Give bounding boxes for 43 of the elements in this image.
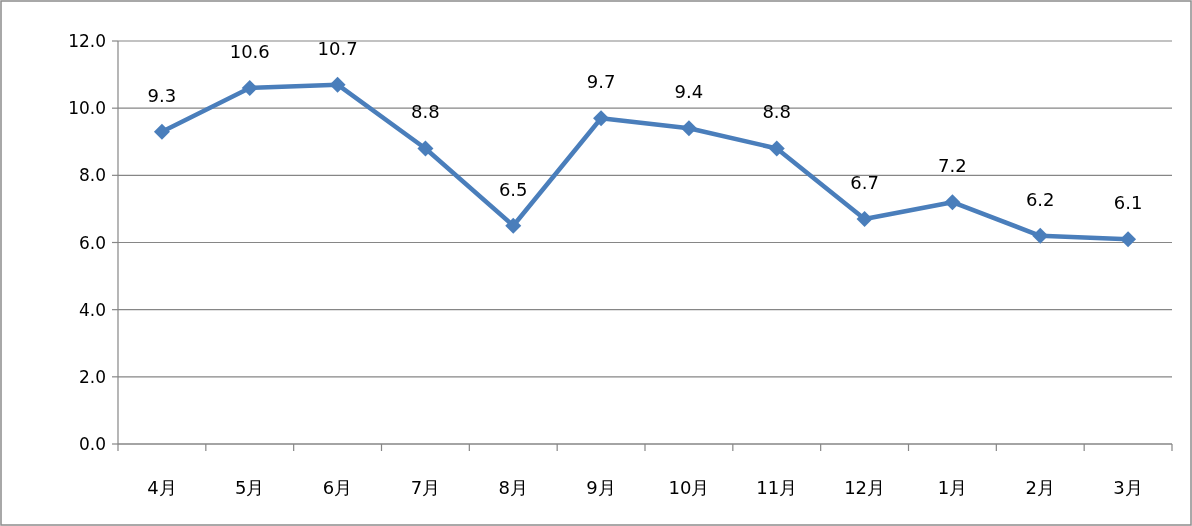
- data-label: 9.4: [674, 81, 704, 103]
- point: [680, 120, 697, 137]
- point: [417, 140, 434, 157]
- x-tick-label: 3月: [1113, 477, 1143, 498]
- data-label: 8.8: [411, 101, 440, 123]
- data-label: 8.8: [762, 101, 792, 123]
- x-tick-label: 4月: [147, 477, 177, 498]
- x-tick-label: 7月: [410, 477, 441, 498]
- x-tick-label: 11月: [756, 477, 798, 498]
- point: [768, 140, 785, 157]
- point: [153, 123, 170, 140]
- data-label: 10.6: [229, 41, 270, 63]
- y-tick-label: 4.0: [78, 299, 106, 320]
- point: [593, 110, 610, 127]
- y-tick-label: 6.0: [78, 232, 106, 253]
- point: [241, 80, 258, 97]
- point: [329, 76, 346, 93]
- x-tick-label: 6月: [322, 477, 353, 498]
- data-label: 7.2: [938, 155, 967, 177]
- point: [856, 210, 873, 227]
- point: [1032, 227, 1049, 244]
- data-label: 6.2: [1025, 188, 1055, 210]
- x-tick-label: 8月: [498, 477, 528, 498]
- data-label: 10.7: [317, 37, 358, 59]
- x-tick-label: 2月: [1025, 477, 1055, 498]
- data-label: 6.1: [1113, 192, 1143, 214]
- y-tick-label: 2.0: [78, 366, 106, 387]
- data-label: 6.5: [498, 178, 528, 200]
- x-tick-label: 1月: [937, 477, 968, 498]
- x-tick-label: 9月: [586, 477, 616, 498]
- point: [505, 217, 522, 234]
- point: [944, 194, 961, 211]
- y-tick-label: 0.0: [78, 434, 106, 454]
- point: [1120, 231, 1137, 248]
- data-label: 9.3: [147, 84, 177, 106]
- x-tick-label: 12月: [844, 477, 886, 498]
- y-tick-label: 8.0: [78, 165, 106, 186]
- data-label: 6.7: [850, 171, 879, 193]
- x-tick-label: 5月: [235, 477, 265, 498]
- data-label: 9.7: [586, 71, 616, 93]
- y-tick-label: 10.0: [68, 98, 106, 119]
- x-tick-label: 10月: [668, 477, 710, 498]
- y-tick-label: 12.0: [68, 31, 106, 51]
